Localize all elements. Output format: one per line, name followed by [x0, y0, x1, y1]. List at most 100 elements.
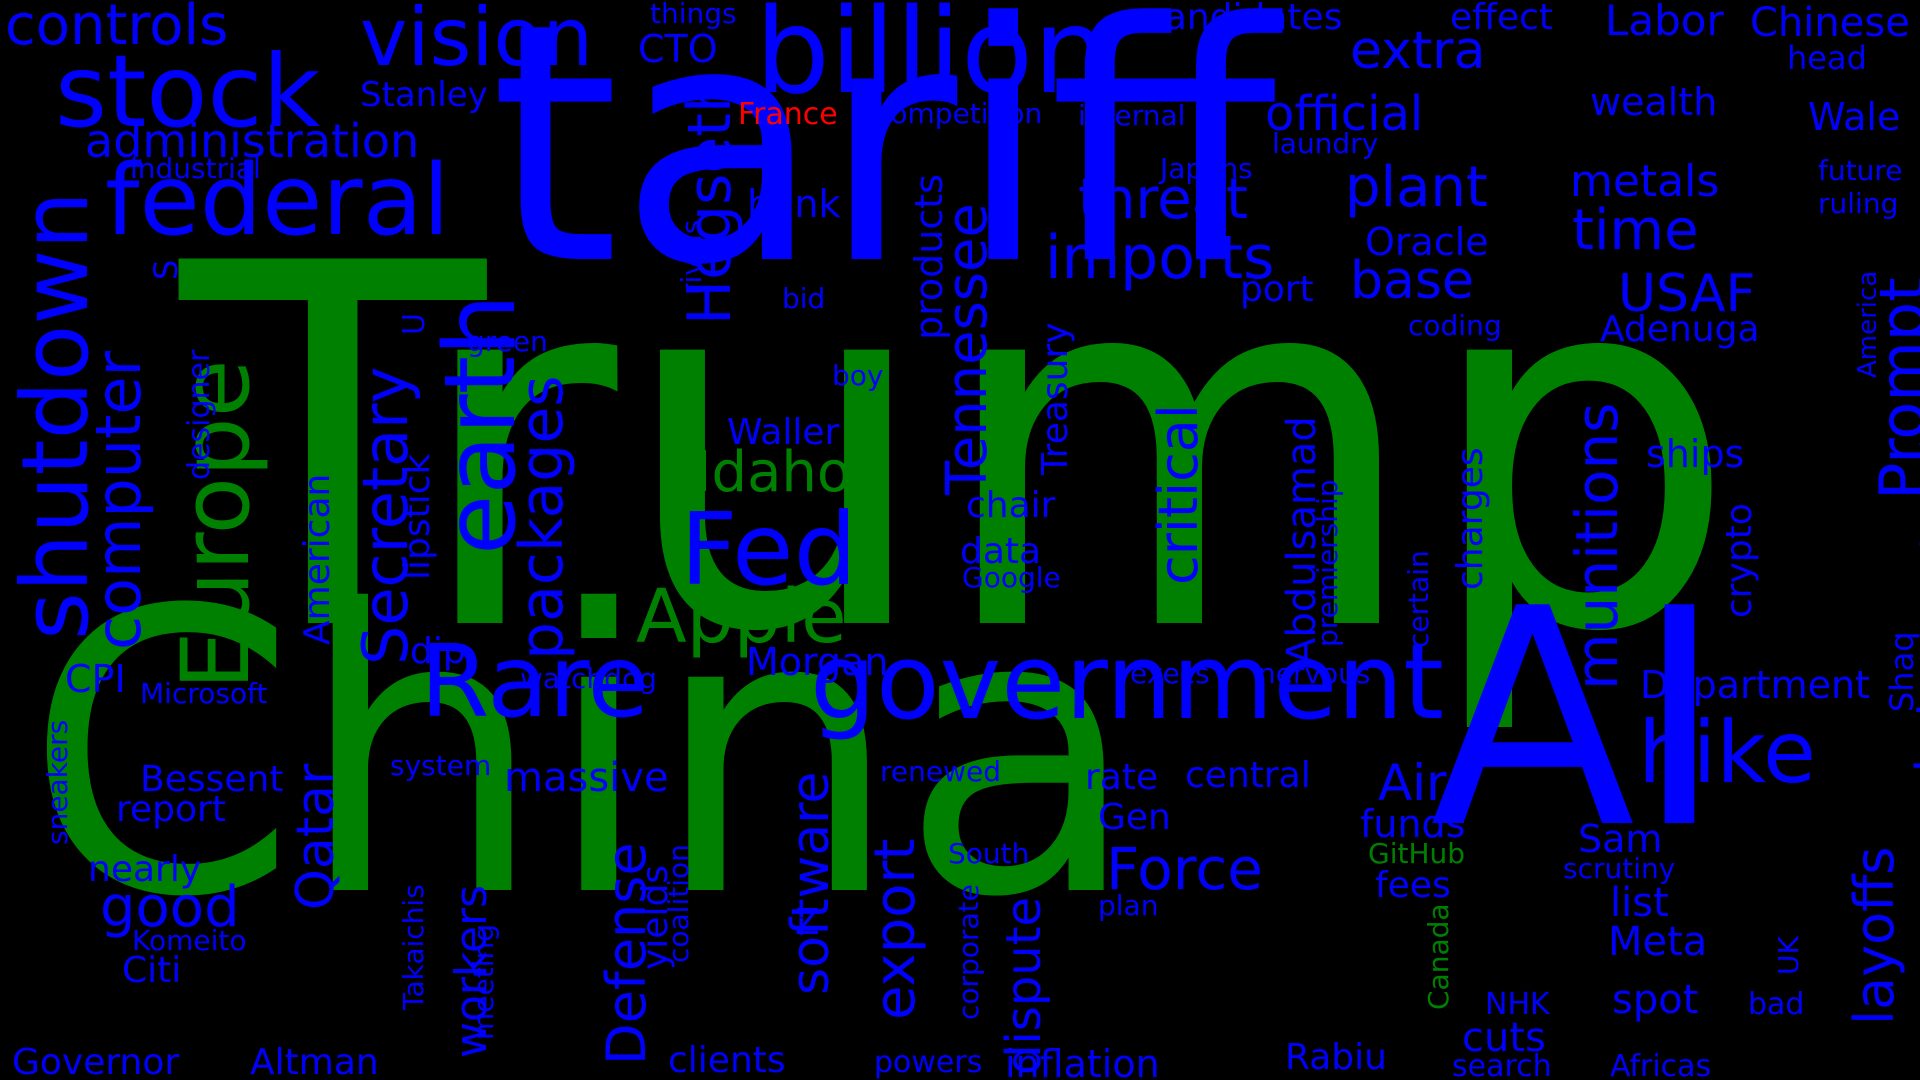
word-komeito: Komeito — [132, 924, 247, 957]
word-internal: internal — [1078, 99, 1186, 132]
word-bessent: Bessent — [140, 759, 284, 800]
word-controls: controls — [5, 0, 229, 58]
word-canada: Canada — [1422, 903, 1455, 1010]
word-software: software — [781, 771, 841, 995]
word-crypto: crypto — [1719, 503, 1760, 618]
word-ruling: ruling — [1818, 187, 1899, 220]
word-lipstick: lipstick — [397, 453, 438, 580]
word-layoffs: layoffs — [1843, 846, 1906, 1025]
word-labor: Labor — [1605, 0, 1724, 45]
word-gen: Gen — [1098, 797, 1171, 838]
word-execs: execs — [1130, 657, 1210, 690]
word-china: China — [25, 528, 1140, 982]
word-nhk: NHK — [1485, 987, 1550, 1022]
word-u: U — [397, 313, 432, 335]
word-charges: charges — [1450, 447, 1491, 590]
word-clients: clients — [668, 1040, 786, 1080]
word-wealth: wealth — [1590, 80, 1718, 124]
word-port: port — [1240, 269, 1314, 310]
word-ships: ships — [1646, 432, 1745, 476]
word-africas: Africas — [1610, 1049, 1712, 1080]
word-funds: funds — [1360, 802, 1466, 846]
word-citi: Citi — [122, 950, 182, 991]
word-qatar: Qatar — [286, 763, 346, 910]
word-morgan: Morgan — [746, 640, 889, 684]
word-plan: plan — [1098, 889, 1159, 922]
word-air: Air — [1378, 754, 1447, 812]
word-extra: extra — [1350, 21, 1486, 81]
word-metals: metals — [1570, 156, 1720, 207]
word-search: search — [1452, 1049, 1552, 1080]
word-laundry: laundry — [1272, 127, 1379, 160]
word-takaichis: Takaichis — [397, 884, 430, 1010]
word-sam: Sam — [1578, 817, 1663, 861]
word-s: S — [147, 259, 185, 280]
word-cto: CTO — [638, 27, 718, 71]
word-spot: spot — [1612, 977, 1699, 1023]
word-market: market — [1906, 697, 1920, 868]
word-z: Z — [795, 902, 820, 943]
word-american: American — [297, 473, 338, 645]
word-uk: UK — [1772, 936, 1805, 975]
word-altman: Altman — [250, 1042, 379, 1080]
word-munitions: munitions — [1563, 402, 1631, 690]
word-government: government — [810, 621, 1445, 743]
word-department: Department — [1640, 663, 1870, 707]
word-governor: Governor — [12, 1042, 180, 1080]
word-fed: Fed — [680, 491, 858, 608]
word-adenuga: Adenuga — [1600, 309, 1760, 350]
word-coalition: coalition — [662, 844, 695, 963]
word-administration: administration — [85, 114, 420, 168]
word-future: future — [1818, 154, 1903, 187]
word-system: system — [390, 749, 492, 782]
word-premiership: premiership — [1311, 479, 1344, 647]
word-coding: coding — [1408, 309, 1502, 342]
word-effect: effect — [1450, 0, 1554, 38]
word-wale: Wale — [1808, 95, 1901, 139]
word-industrial: industrial — [130, 152, 261, 185]
word-certain: certain — [1402, 550, 1435, 648]
word-report: report — [116, 789, 226, 830]
word-designer: designer — [182, 349, 217, 480]
word-list: list — [1610, 880, 1669, 926]
word-chair: chair — [966, 485, 1056, 526]
word-base: base — [1350, 251, 1474, 311]
word-nearly: nearly — [88, 849, 202, 890]
word-meeting: meeting — [467, 923, 500, 1040]
word-data: data — [960, 531, 1042, 572]
word-federal: federal — [105, 144, 450, 258]
word-google: Google — [962, 561, 1061, 594]
word-dip: dip — [410, 631, 466, 672]
word-products: products — [907, 174, 951, 340]
word-rivals: rivals — [675, 219, 708, 295]
word-packages: packages — [507, 375, 577, 660]
word-computer: computer — [82, 350, 155, 650]
word-imports: imports — [1045, 223, 1275, 293]
word-candidates: candidates — [1145, 0, 1343, 38]
word-bid: bid — [782, 282, 826, 315]
word-bad: bad — [1748, 987, 1805, 1022]
word-official: official — [1265, 86, 1424, 142]
word-ai: AI — [1430, 545, 1724, 894]
word-south: South — [948, 837, 1030, 870]
word-america: America — [1853, 270, 1883, 378]
word-scrutiny: scrutiny — [1563, 852, 1676, 885]
word-apple: Apple — [636, 574, 847, 660]
word-head: head — [1787, 39, 1867, 77]
word-powers: powers — [874, 1045, 983, 1080]
word-hike: hike — [1638, 703, 1817, 803]
word-waller: Waller — [727, 412, 840, 453]
word-chinese: Chinese — [1750, 0, 1910, 46]
word-microsoft: Microsoft — [140, 677, 268, 710]
word-stanley: Stanley — [360, 75, 488, 115]
word-plant: plant — [1345, 155, 1488, 220]
word-oracle: Oracle — [1365, 220, 1489, 264]
word-treasury: Treasury — [1035, 322, 1076, 475]
word-fees: fees — [1375, 865, 1451, 906]
word-rate: rate — [1085, 757, 1159, 798]
word-export: export — [863, 838, 928, 1020]
word-sneakers: sneakers — [41, 719, 74, 845]
word-tariff: tariff — [490, 0, 1277, 337]
word-meta: Meta — [1608, 919, 1708, 965]
